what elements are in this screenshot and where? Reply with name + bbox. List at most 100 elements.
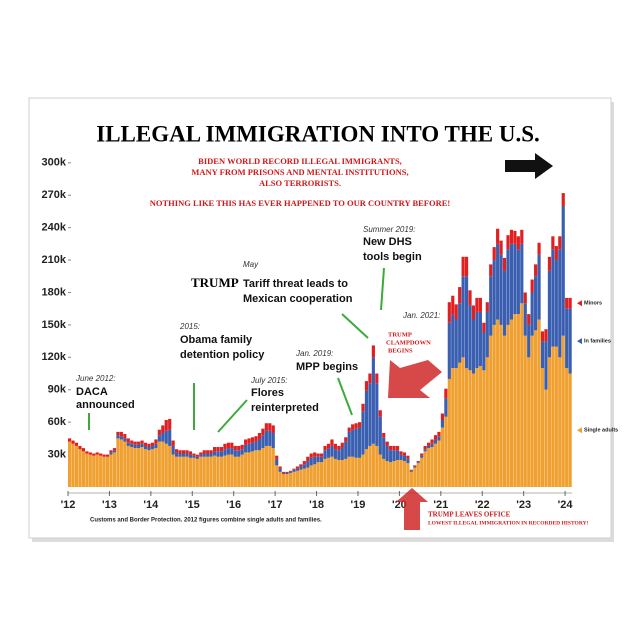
- bar-segment: [406, 455, 410, 459]
- bar-segment: [164, 430, 168, 444]
- bar-segment: [554, 260, 558, 347]
- y-tick-label: 60k: [48, 416, 67, 428]
- annotation: TRUMP: [191, 275, 239, 290]
- bar-segment: [351, 456, 355, 487]
- bar-segment: [437, 440, 441, 487]
- big-arrow: [396, 488, 428, 530]
- bar-segment: [313, 452, 317, 457]
- bar-segment: [137, 448, 141, 487]
- bar-segment: [88, 452, 92, 455]
- bar-segment: [430, 443, 434, 448]
- bar-segment: [206, 450, 210, 454]
- bar-segment: [527, 324, 531, 358]
- bar-segment: [161, 425, 165, 433]
- bar-segment: [268, 430, 272, 446]
- bar-segment: [92, 453, 96, 456]
- bar-segment: [268, 445, 272, 487]
- annotation: CLAMPDOWN: [386, 339, 431, 346]
- bar-segment: [395, 445, 400, 451]
- bar-segment: [351, 429, 355, 457]
- bar-segment: [157, 435, 161, 442]
- legend-marker: [577, 338, 582, 345]
- bar-segment: [368, 373, 372, 384]
- bar-segment: [568, 373, 572, 487]
- bar-segment: [254, 450, 258, 487]
- bar-segment: [409, 471, 413, 487]
- bar-segment: [85, 453, 89, 487]
- bar-segment: [399, 459, 403, 487]
- bar-segment: [378, 454, 382, 487]
- bar-segment: [361, 411, 365, 455]
- bar-segment: [320, 453, 324, 457]
- bar-segment: [364, 449, 369, 487]
- x-tick-label: '17: [268, 499, 283, 511]
- chart-title: ILLEGAL IMMIGRATION INTO THE U.S.: [96, 121, 540, 146]
- bar-segment: [282, 472, 286, 475]
- bar-segment: [219, 451, 224, 457]
- bar-segment: [468, 370, 472, 487]
- bar-segment: [299, 464, 303, 467]
- bar-segment: [561, 206, 565, 336]
- bar-segment: [458, 303, 462, 363]
- bar-segment: [223, 449, 227, 456]
- x-tick-label: '24: [558, 499, 574, 511]
- bar-segment: [502, 257, 507, 271]
- bar-segment: [413, 467, 417, 487]
- x-tick-label: '15: [185, 499, 200, 511]
- x-tick-label: '19: [351, 499, 366, 511]
- source: Customs and Border Protection. 2012 figu…: [90, 518, 322, 524]
- bar-segment: [161, 441, 165, 487]
- x-tick-label: '23: [516, 499, 531, 511]
- bar-segment: [344, 437, 348, 442]
- bar-segment: [233, 445, 237, 451]
- bar-segment: [147, 443, 151, 448]
- bar-segment: [423, 449, 427, 452]
- bar-segment: [478, 297, 482, 312]
- bar-segment: [326, 443, 331, 449]
- bar-segment: [233, 450, 237, 457]
- bar-segment: [119, 436, 123, 440]
- bar-segment: [382, 437, 386, 459]
- bar-segment: [385, 441, 389, 446]
- bar-segment: [540, 331, 545, 342]
- bar-segment: [237, 456, 241, 487]
- bar-segment: [282, 474, 286, 487]
- annotation: TRUMP: [388, 331, 412, 338]
- bar-segment: [143, 449, 148, 487]
- bar-segment: [212, 447, 217, 452]
- annotation: BEGINS: [388, 347, 413, 354]
- bar-segment: [444, 388, 448, 399]
- bar-segment: [561, 335, 565, 487]
- annotation-label: July 2015:: [250, 376, 287, 385]
- bar-segment: [257, 439, 262, 451]
- bar-segment: [337, 450, 341, 460]
- bar-segment: [430, 447, 434, 487]
- bar-segment: [520, 229, 524, 244]
- bar-segment: [458, 362, 462, 487]
- bar-segment: [468, 305, 472, 371]
- x-tick-label: '22: [475, 499, 490, 511]
- bar-segment: [534, 330, 538, 487]
- bar-segment: [416, 462, 420, 464]
- bar-segment: [406, 463, 410, 487]
- bar-segment: [112, 452, 117, 487]
- bar-segment: [195, 456, 199, 459]
- bar-segment: [385, 445, 389, 462]
- annotation-label: May: [243, 260, 259, 269]
- bar-segment: [140, 440, 144, 444]
- bar-segment: [354, 428, 358, 458]
- bar-segment: [99, 455, 103, 487]
- bar-segment: [313, 456, 317, 465]
- bar-segment: [74, 445, 79, 487]
- bar-segment: [78, 445, 82, 450]
- bar-segment: [389, 462, 393, 487]
- bar-segment: [516, 249, 520, 315]
- annotation-label: Jan. 2019:: [295, 349, 333, 358]
- bar-segment: [378, 416, 382, 455]
- bar-segment: [502, 335, 507, 487]
- bar-segment: [520, 243, 524, 304]
- bar-segment: [264, 423, 268, 431]
- bar-segment: [212, 455, 217, 487]
- bar-segment: [464, 276, 469, 369]
- bar-segment: [513, 314, 517, 487]
